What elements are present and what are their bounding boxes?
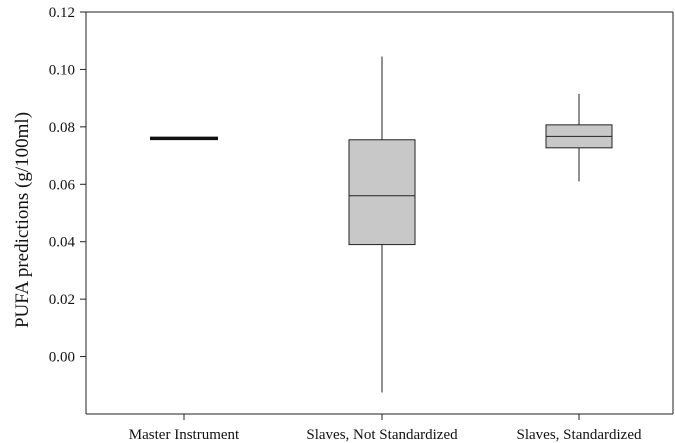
x-tick-label: Slaves, Not Standardized [306, 427, 458, 443]
x-tick-label: Slaves, Standardized [517, 427, 642, 443]
y-tick-label: 0.04 [49, 235, 76, 251]
y-axis: 0.00 0.02 0.04 0.06 0.08 0.10 0.12 [49, 5, 86, 366]
boxes-layer [150, 56, 613, 393]
y-axis-title: PUFA predictions (g/100ml) [12, 112, 33, 328]
y-tick-label: 0.12 [49, 5, 75, 21]
box-body [348, 139, 416, 246]
x-axis: Master Instrument Slaves, Not Standardize… [129, 414, 642, 443]
y-tick-label: 0.08 [49, 120, 75, 136]
y-tick-label: 0.06 [49, 177, 76, 193]
y-tick-label: 0.10 [49, 62, 75, 78]
x-tick-label: Master Instrument [129, 427, 240, 443]
box-3 [545, 93, 613, 182]
y-tick-label: 0.00 [49, 350, 75, 366]
box-2 [348, 56, 416, 393]
y-tick-label: 0.02 [49, 292, 75, 308]
